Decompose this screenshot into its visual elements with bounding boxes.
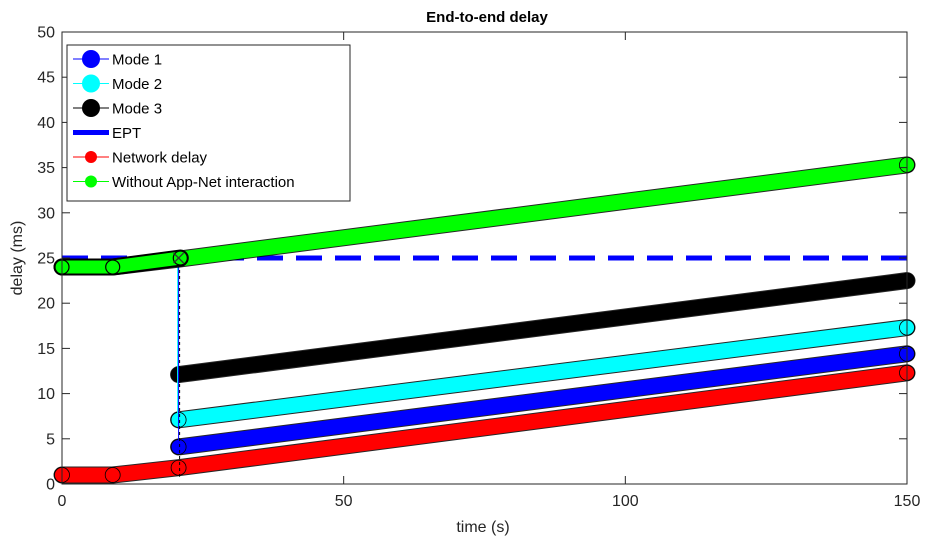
series-mode-1-main xyxy=(170,345,916,456)
legend-label-mode-1: Mode 1 xyxy=(112,52,162,69)
x-tick-label-150: 150 xyxy=(894,493,921,510)
legend-swatch-marker-mode-3 xyxy=(82,99,100,117)
ticks: 0 50 100 150 0 5 10 15 20 25 30 35 40 45 50 xyxy=(37,25,920,511)
legend-label-without-app-net-interaction: Without App-Net interaction xyxy=(112,174,295,191)
y-tick-label-40: 40 xyxy=(37,115,55,132)
legend-label-mode-2: Mode 2 xyxy=(112,76,162,93)
legend-item-ept: EPT xyxy=(73,125,141,142)
mode-3-pre-point-1 xyxy=(105,259,121,275)
legend-item-without-app-net-interaction: Without App-Net interaction xyxy=(73,174,295,191)
mode-3-pre-point-2 xyxy=(172,250,188,266)
plot-area: 0 50 100 150 0 5 10 15 20 25 30 35 40 45 50 xyxy=(37,25,920,511)
y-axis-label: delay (ms) xyxy=(9,221,26,296)
y-tick-label-30: 30 xyxy=(37,205,55,222)
x-axis-label: time (s) xyxy=(456,519,509,536)
series-mode-3-pre xyxy=(53,249,189,276)
legend-label-ept: EPT xyxy=(112,125,141,142)
legend-label-mode-3: Mode 3 xyxy=(112,101,162,118)
legend-item-mode-1: Mode 1 xyxy=(73,50,162,69)
switch-x-stroke-2 xyxy=(173,252,185,264)
x-tick-label-100: 100 xyxy=(612,493,639,510)
y-tick-label-5: 5 xyxy=(46,431,55,448)
legend-box xyxy=(66,44,351,202)
series-network-delay-point-2 xyxy=(170,459,187,476)
legend-label-network-delay: Network delay xyxy=(112,150,208,167)
y-tick-label-25: 25 xyxy=(37,251,55,268)
series-network-delay-point-1 xyxy=(104,467,121,483)
y-tick-label-35: 35 xyxy=(37,160,55,177)
legend-item-mode-3: Mode 3 xyxy=(73,99,162,118)
series-layer xyxy=(53,156,916,484)
series-mode-3-main-line xyxy=(171,273,915,383)
series-mode-2-main-line xyxy=(171,320,915,428)
y-tick-label-15: 15 xyxy=(37,341,55,358)
y-tick-label-10: 10 xyxy=(37,386,55,403)
legend-item-mode-2: Mode 2 xyxy=(73,74,162,93)
legend-swatch-marker-network-delay xyxy=(85,151,97,163)
switch-x-marker xyxy=(173,252,185,264)
legend: Mode 1 Mode 2 Mode 3 EPT Network delay Withou… xyxy=(66,44,351,202)
legend-swatch-marker-mode-2 xyxy=(82,74,100,93)
y-tick-label-0: 0 xyxy=(46,477,55,494)
series-network-delay-line xyxy=(54,365,915,483)
chart-title: End-to-end delay xyxy=(426,9,548,26)
legend-item-network-delay: Network delay xyxy=(73,150,208,167)
x-tick-label-50: 50 xyxy=(335,493,353,510)
y-tick-label-20: 20 xyxy=(37,296,55,313)
series-mode-1-main-line xyxy=(171,346,915,455)
y-tick-label-45: 45 xyxy=(37,70,55,87)
legend-swatch-marker-without-app-net-interaction xyxy=(85,175,97,188)
x-tick-label-0: 0 xyxy=(58,493,67,510)
legend-swatch-marker-mode-1 xyxy=(82,50,100,68)
y-tick-label-50: 50 xyxy=(37,25,55,42)
